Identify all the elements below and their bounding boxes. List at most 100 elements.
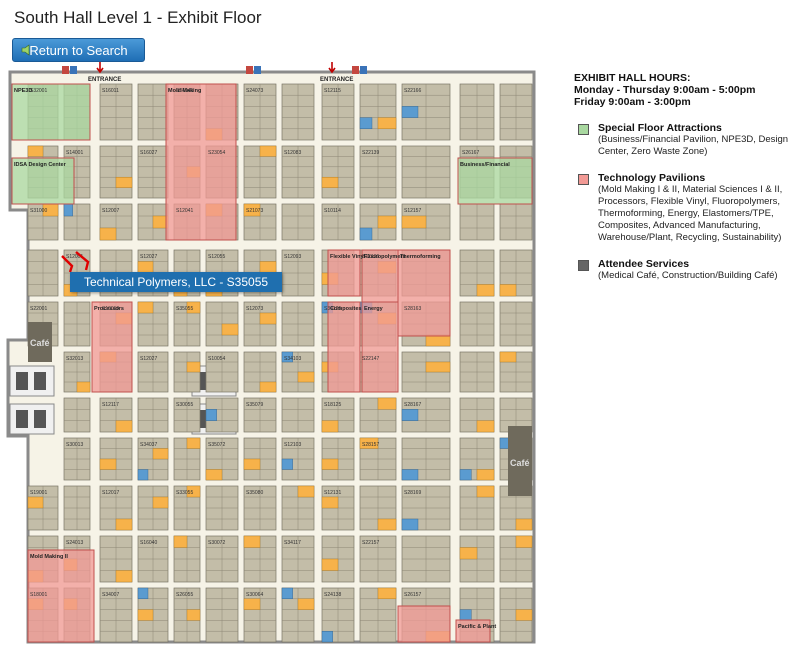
booth-highlight[interactable] <box>401 215 427 229</box>
booth-highlight[interactable] <box>243 598 261 610</box>
zone-pacific-plant[interactable] <box>455 619 491 643</box>
booth-highlight[interactable] <box>499 284 517 297</box>
booth-highlight[interactable] <box>359 437 379 449</box>
booth-blue[interactable] <box>401 518 419 531</box>
booth-highlight[interactable] <box>459 547 478 560</box>
legend-swatch-gray <box>578 260 589 271</box>
cafe-block[interactable] <box>508 426 532 496</box>
booth-blue[interactable] <box>359 227 373 241</box>
booth-highlight[interactable] <box>515 609 533 621</box>
zone-business-financial[interactable] <box>457 157 533 205</box>
booth-highlight[interactable] <box>297 598 315 610</box>
legend-pavilions-title: Technology Pavilions <box>598 172 706 184</box>
zone-idsa-design-center[interactable] <box>11 157 75 205</box>
booth-highlight[interactable] <box>205 469 223 481</box>
booth-blue[interactable] <box>281 458 293 470</box>
booth-highlight[interactable] <box>476 485 495 498</box>
booth-highlight[interactable] <box>321 458 339 470</box>
booth-number: S22139 <box>362 150 379 156</box>
zone-energy[interactable] <box>361 301 399 393</box>
booth-blue[interactable] <box>281 351 293 363</box>
booth-highlight[interactable] <box>515 518 533 531</box>
booth-blue[interactable] <box>459 609 472 621</box>
booth-highlight[interactable] <box>173 535 188 548</box>
booth-highlight[interactable] <box>377 397 397 410</box>
zone-processors[interactable] <box>91 301 133 393</box>
booth-highlight[interactable] <box>377 215 397 229</box>
booth-highlight[interactable] <box>115 176 133 188</box>
booth-number: S22001 <box>30 306 47 312</box>
return-to-search-label: Return to Search <box>29 42 128 58</box>
booth-highlight[interactable] <box>76 381 91 393</box>
zone-fluoropolymers[interactable] <box>361 249 399 303</box>
return-to-search-button[interactable]: Return to Search <box>12 38 145 62</box>
booth-highlight[interactable] <box>186 485 201 498</box>
floor-map[interactable]: NPE3D Mold Making IDSA Design Center Busine… <box>0 0 560 650</box>
booth-highlight[interactable] <box>425 334 451 347</box>
booth-blue[interactable] <box>459 469 472 481</box>
booth-highlight[interactable] <box>221 323 239 336</box>
booth-blue[interactable] <box>401 469 419 481</box>
booth-highlight[interactable] <box>297 485 315 498</box>
booth-highlight[interactable] <box>259 381 277 393</box>
zone-composites[interactable] <box>327 301 361 393</box>
booth-highlight[interactable] <box>186 437 201 449</box>
zone-npe3d[interactable] <box>11 83 91 141</box>
entrance-arrow-icon <box>328 62 336 74</box>
booth-highlight[interactable] <box>186 361 201 373</box>
zone-warehouse[interactable] <box>397 605 451 643</box>
zone-flexible-vinyl[interactable] <box>327 249 361 297</box>
booth-highlight[interactable] <box>425 361 451 373</box>
booth-highlight[interactable] <box>476 420 495 433</box>
cafe-block[interactable] <box>28 322 52 362</box>
booth-highlight[interactable] <box>243 535 261 548</box>
booth-blue[interactable] <box>321 631 333 643</box>
booth-highlight[interactable] <box>186 609 201 621</box>
booth-blue[interactable] <box>137 587 149 600</box>
booth-highlight[interactable] <box>377 518 397 531</box>
booth-highlight[interactable] <box>321 176 339 188</box>
booth-highlight[interactable] <box>321 496 339 509</box>
booth-highlight[interactable] <box>137 301 154 314</box>
booth-highlight[interactable] <box>186 301 201 314</box>
zone-label: Mold Making II <box>30 554 68 560</box>
booth-highlight[interactable] <box>259 312 277 325</box>
booth-highlight[interactable] <box>115 518 133 531</box>
booth-highlight[interactable] <box>259 145 277 157</box>
zone-mold-making[interactable] <box>165 83 237 241</box>
booth-highlight[interactable] <box>99 458 117 470</box>
booth-highlight[interactable] <box>27 145 44 157</box>
booth-layer[interactable] <box>11 83 533 643</box>
booth-highlight[interactable] <box>243 458 261 470</box>
zone-label: Thermoforming <box>400 254 441 260</box>
booth-highlight[interactable] <box>115 420 133 433</box>
booth-highlight[interactable] <box>377 587 397 600</box>
zone-mold-making-ii[interactable] <box>27 549 95 643</box>
booth-highlight[interactable] <box>115 570 133 583</box>
booth-number: S28163 <box>404 306 421 312</box>
zone-thermoforming[interactable] <box>397 249 451 337</box>
booth-blue[interactable] <box>137 469 149 481</box>
booth-highlight[interactable] <box>476 284 495 297</box>
booth-highlight[interactable] <box>321 420 339 433</box>
booth-highlight[interactable] <box>152 448 169 460</box>
booth-number: S12007 <box>102 208 119 214</box>
booth-highlight[interactable] <box>243 203 261 217</box>
booth-highlight[interactable] <box>137 609 154 621</box>
booth-highlight[interactable] <box>476 469 495 481</box>
booth-blue[interactable] <box>359 117 373 129</box>
booth-blue[interactable] <box>401 409 419 421</box>
booth-highlight[interactable] <box>515 535 533 548</box>
booth-highlight[interactable] <box>99 227 117 241</box>
booth-highlight[interactable] <box>499 351 517 363</box>
booth-highlight[interactable] <box>27 496 44 509</box>
booth-blue[interactable] <box>205 409 217 421</box>
booth-blue[interactable] <box>401 106 419 118</box>
booth-highlight[interactable] <box>297 371 315 383</box>
booth-highlight[interactable] <box>377 117 397 129</box>
booth-blue[interactable] <box>281 587 293 600</box>
hours-weekday: Monday - Thursday 9:00am - 5:00pm <box>574 84 756 96</box>
booth-highlight[interactable] <box>152 496 169 509</box>
booth-highlight[interactable] <box>321 558 339 571</box>
booth-blue[interactable] <box>63 203 73 217</box>
